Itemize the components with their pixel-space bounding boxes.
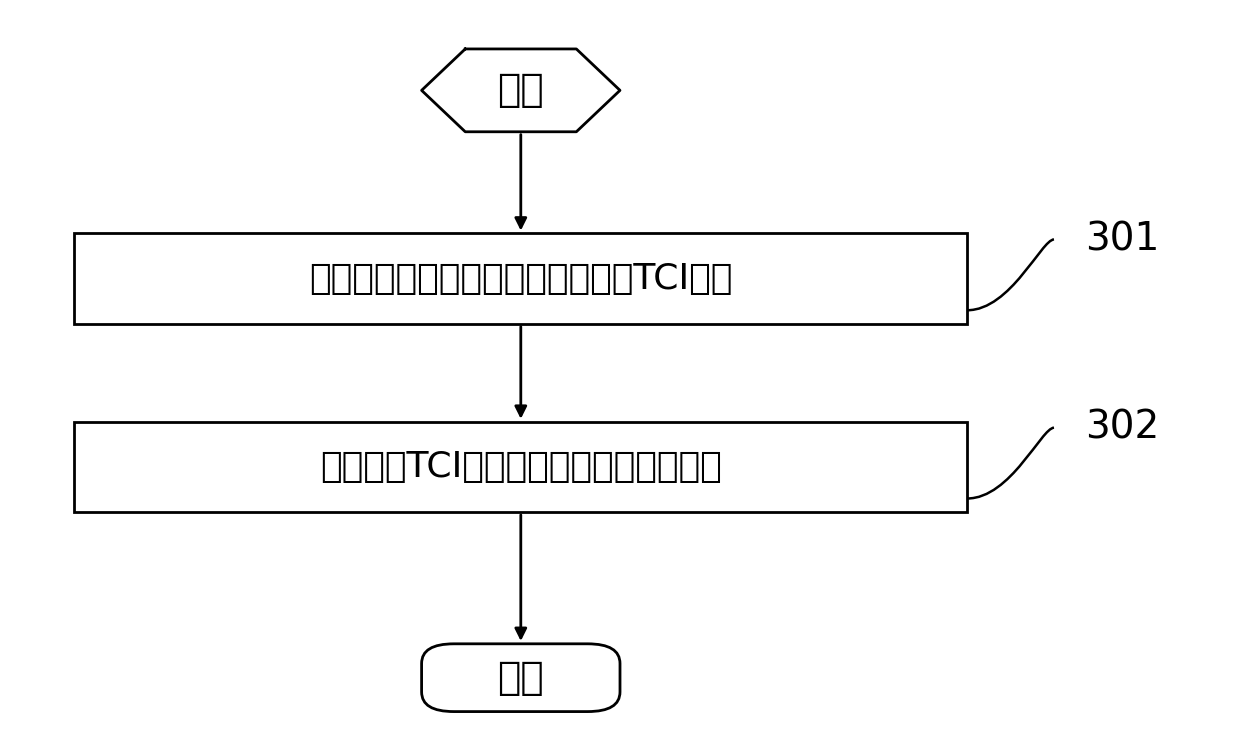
Text: 开始: 开始	[497, 72, 544, 109]
Text: 根据所述TCI状态接收所述下行数据信道: 根据所述TCI状态接收所述下行数据信道	[320, 450, 722, 484]
Text: 确定下行数据信道的传输配置指示TCI状态: 确定下行数据信道的传输配置指示TCI状态	[309, 261, 733, 296]
Text: 302: 302	[1085, 409, 1159, 447]
Bar	[74, 233, 967, 324]
Polygon shape	[422, 49, 620, 132]
Bar	[74, 422, 967, 512]
FancyBboxPatch shape	[422, 644, 620, 712]
Text: 结束: 结束	[497, 659, 544, 697]
Text: 301: 301	[1085, 221, 1159, 258]
